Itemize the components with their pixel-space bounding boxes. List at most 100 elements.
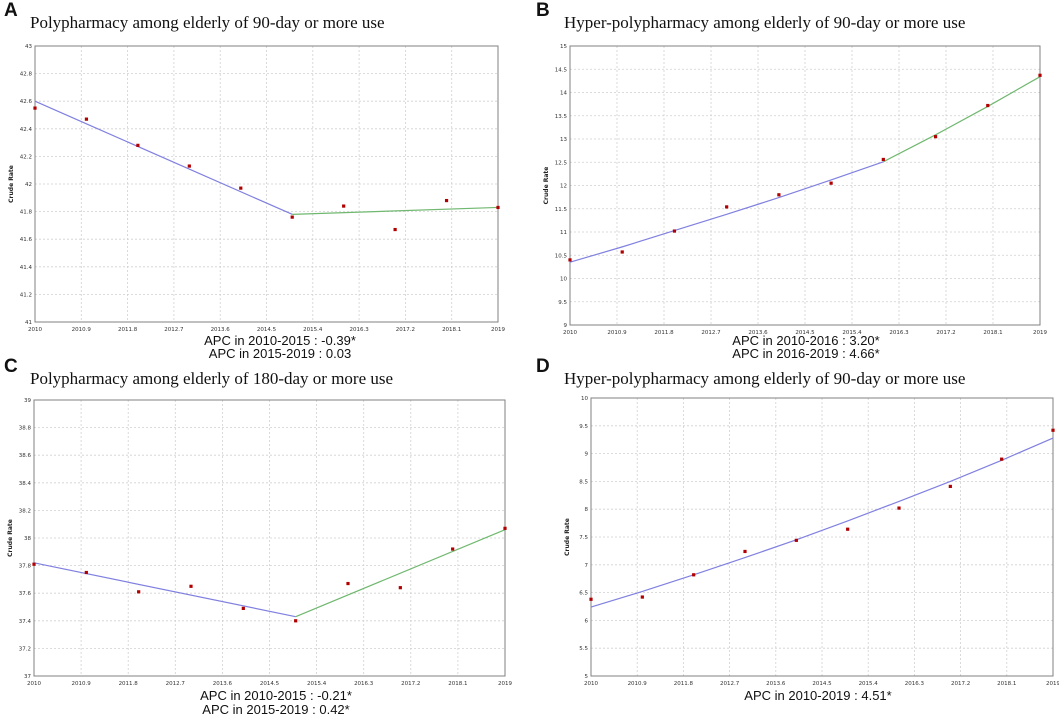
plot-frame bbox=[590, 397, 1054, 677]
data-point bbox=[503, 526, 507, 530]
trend-segment-2010-2016 bbox=[569, 161, 884, 263]
data-point bbox=[881, 157, 885, 162]
trend-segment-2015-2019 bbox=[295, 529, 506, 618]
plot-frame bbox=[33, 399, 506, 677]
y-tick-label: 5.5 bbox=[579, 646, 588, 652]
y-tick-label: 38.4 bbox=[19, 481, 32, 487]
data-point bbox=[640, 595, 644, 599]
y-tick-label: 15 bbox=[560, 44, 567, 50]
x-tick-label: 2018.1 bbox=[448, 681, 467, 687]
data-point bbox=[32, 562, 36, 566]
x-tick-label: 2015.4 bbox=[303, 327, 323, 333]
apc-line-1: APC in 2010-2016 : 3.20* bbox=[732, 333, 880, 348]
y-tick-label: 41.2 bbox=[20, 292, 32, 298]
y-tick-label: 10.5 bbox=[555, 253, 568, 259]
apc-line-1: APC in 2010-2015 : -0.39* bbox=[204, 333, 356, 348]
panel-letter: D bbox=[536, 356, 550, 377]
y-tick-label: 43 bbox=[25, 44, 32, 50]
y-tick-label: 41.4 bbox=[20, 265, 33, 271]
data-point bbox=[189, 584, 193, 588]
data-point bbox=[290, 215, 294, 219]
apc-line-2: APC in 2016-2019 : 4.66* bbox=[732, 346, 880, 361]
apc-line-2: APC in 2015-2019 : 0.42* bbox=[202, 702, 350, 717]
chart-b: 9 9.5 10 10.5 11 11.5 12 12.5 13 13.5 14 14.5 15 2010… bbox=[543, 44, 1047, 336]
y-tick-label: 11 bbox=[560, 230, 567, 236]
y-tick-label: 41.8 bbox=[20, 210, 33, 216]
x-tick-label: 2017.2 bbox=[936, 330, 955, 336]
y-axis-label: Crude Rate bbox=[543, 167, 550, 205]
data-point bbox=[589, 597, 593, 601]
data-point bbox=[897, 506, 901, 510]
data-point bbox=[451, 547, 455, 551]
y-tick-label: 13 bbox=[560, 137, 567, 143]
y-tick-label: 42.2 bbox=[20, 154, 32, 160]
y-tick-label: 42.6 bbox=[20, 99, 33, 105]
y-tick-label: 9 bbox=[585, 452, 589, 458]
y-tick-label: 37 bbox=[24, 674, 31, 680]
data-point bbox=[294, 619, 298, 623]
data-point bbox=[777, 193, 781, 197]
apc-line-1: APC in 2010-2015 : -0.21* bbox=[200, 688, 352, 703]
panel-letter: B bbox=[536, 0, 550, 21]
trend-segment-2016-2019 bbox=[883, 76, 1041, 163]
x-tick-label: 2016.3 bbox=[905, 681, 925, 687]
y-tick-label: 37.2 bbox=[19, 646, 31, 652]
x-tick-label: 2013.6 bbox=[211, 327, 231, 333]
x-tick-label: 2017.2 bbox=[396, 327, 415, 333]
data-point bbox=[1051, 428, 1055, 432]
apc-line-1: APC in 2010-2019 : 4.51* bbox=[744, 688, 892, 703]
chart-c: 37 37.2 37.4 37.6 37.8 38 38.2 38.4 38.6 38.8 39 20… bbox=[7, 398, 512, 687]
x-tick-label: 2010 bbox=[27, 681, 41, 687]
x-tick-label: 2011.8 bbox=[654, 330, 674, 336]
data-point bbox=[496, 205, 500, 210]
y-tick-label: 8 bbox=[585, 507, 589, 513]
data-point bbox=[1038, 73, 1042, 77]
x-tick-label: 2011.8 bbox=[674, 681, 694, 687]
y-tick-label: 42.4 bbox=[20, 127, 33, 133]
x-tick-label: 2019 bbox=[1046, 681, 1059, 687]
panel-letter: A bbox=[4, 0, 18, 21]
x-tick-label: 2013.6 bbox=[748, 330, 768, 336]
y-tick-label: 9.5 bbox=[579, 424, 588, 430]
y-tick-label: 6 bbox=[585, 618, 589, 624]
trend-segment-2015-2019 bbox=[292, 206, 499, 215]
x-tick-label: 2012.7 bbox=[720, 681, 740, 687]
x-tick-label: 2014.5 bbox=[795, 330, 815, 336]
x-tick-label: 2018.1 bbox=[983, 330, 1002, 336]
trend-segment-2010-2015 bbox=[33, 562, 296, 618]
plot-frame bbox=[569, 45, 1041, 326]
x-tick-label: 2010.9 bbox=[628, 681, 648, 687]
x-tick-label: 2010.9 bbox=[72, 327, 92, 333]
x-tick-label: 2010 bbox=[28, 327, 42, 333]
y-tick-label: 38.8 bbox=[19, 426, 32, 432]
y-tick-label: 37.8 bbox=[19, 564, 32, 570]
y-tick-label: 8.5 bbox=[579, 479, 588, 485]
x-tick-label: 2019 bbox=[498, 681, 512, 687]
y-tick-label: 12 bbox=[560, 184, 567, 190]
x-tick-label: 2010.9 bbox=[607, 330, 627, 336]
x-tick-label: 2011.8 bbox=[119, 681, 139, 687]
data-point bbox=[568, 258, 572, 262]
x-tick-label: 2013.6 bbox=[213, 681, 233, 687]
y-tick-label: 42 bbox=[25, 182, 32, 188]
data-point bbox=[933, 135, 938, 139]
x-tick-label: 2010 bbox=[563, 330, 577, 336]
data-point bbox=[33, 106, 37, 110]
x-tick-label: 2015.4 bbox=[859, 681, 879, 687]
x-tick-label: 2018.1 bbox=[442, 327, 461, 333]
data-point bbox=[346, 581, 350, 586]
data-point bbox=[846, 527, 850, 531]
x-tick-label: 2014.5 bbox=[812, 681, 832, 687]
data-point bbox=[725, 205, 729, 209]
y-axis-label: Crude Rate bbox=[7, 519, 14, 557]
data-point bbox=[948, 484, 952, 489]
x-tick-label: 2015.4 bbox=[307, 681, 327, 687]
y-tick-label: 42.8 bbox=[20, 72, 33, 78]
data-point bbox=[342, 204, 346, 208]
y-tick-label: 14 bbox=[560, 91, 567, 97]
y-tick-label: 37.6 bbox=[19, 591, 32, 597]
x-tick-label: 2010.9 bbox=[71, 681, 91, 687]
x-tick-label: 2019 bbox=[1033, 330, 1047, 336]
plot-frame bbox=[34, 45, 499, 323]
